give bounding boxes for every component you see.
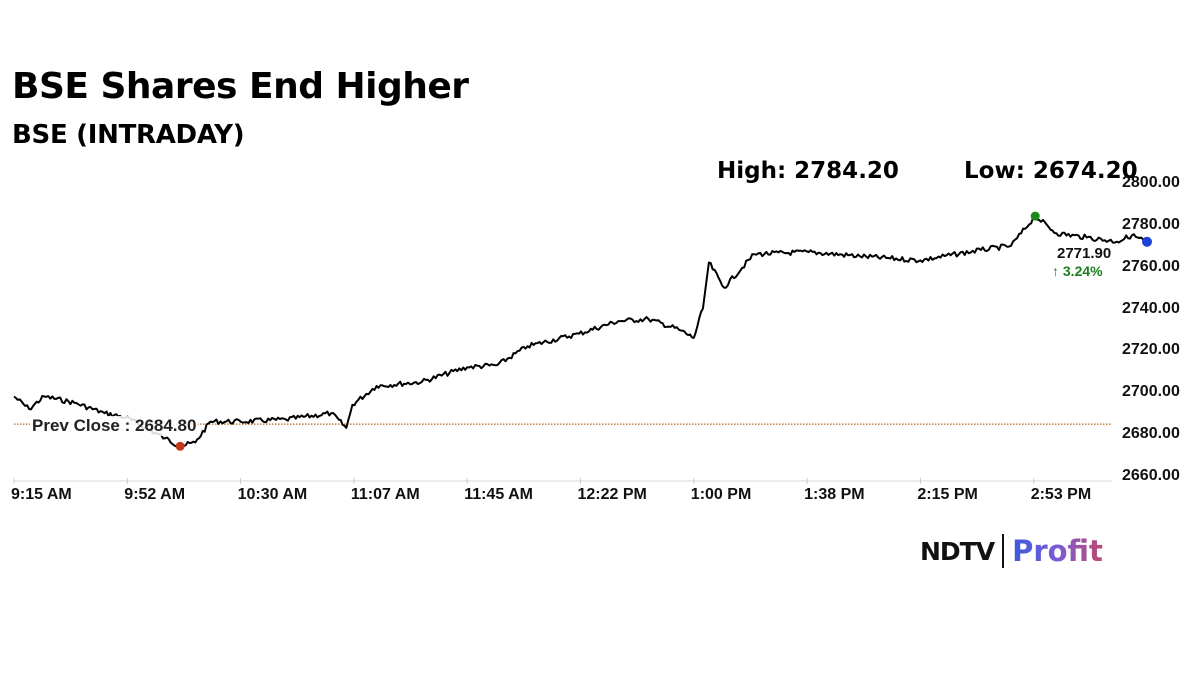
ndtv-profit-logo: NDTV Profit [920, 534, 1103, 568]
x-tick-label: 12:22 PM [577, 486, 647, 503]
page-title: BSE Shares End Higher [12, 66, 469, 107]
high-marker [1030, 211, 1040, 221]
ndtv-wordmark: NDTV [920, 536, 995, 566]
last-price-marker [1142, 236, 1152, 247]
y-tick-label: 2740.00 [1122, 299, 1180, 317]
prev-close-label: Prev Close : 2684.80 [30, 416, 199, 436]
x-tick-label: 2:53 PM [1030, 486, 1092, 503]
change-percent: ↑ 3.24% [1052, 263, 1103, 279]
x-tick-label: 2:15 PM [917, 486, 978, 503]
profit-wordmark: Profit [1012, 534, 1103, 568]
y-tick-label: 2660.00 [1122, 467, 1180, 484]
low-marker [175, 441, 185, 451]
y-tick-label: 2720.00 [1122, 341, 1180, 359]
x-tick-label: 9:52 AM [124, 486, 186, 503]
y-tick-label: 2680.00 [1122, 425, 1180, 443]
low-label: Low: 2674.20 [964, 158, 1138, 184]
last-price-value: 2771.90 [1057, 245, 1112, 262]
y-tick-label: 2800.00 [1122, 174, 1180, 191]
chart-subtitle: BSE (INTRADAY) [12, 120, 245, 150]
price-line [13, 215, 1148, 449]
high-label: High: 2784.20 [717, 158, 899, 184]
x-tick-label: 1:38 PM [804, 486, 865, 503]
x-axis-ticks [13, 478, 1035, 484]
y-tick-label: 2780.00 [1122, 215, 1180, 233]
x-tick-label: 11:45 AM [464, 486, 533, 503]
x-tick-label: 10:30 AM [237, 486, 308, 503]
y-tick-label: 2700.00 [1122, 383, 1180, 401]
x-tick-label: 11:07 AM [350, 486, 420, 503]
x-tick-label: 1:00 PM [690, 486, 752, 503]
logo-divider [1002, 534, 1005, 568]
x-tick-label: 9:15 AM [11, 486, 72, 503]
y-tick-label: 2760.00 [1122, 257, 1180, 275]
